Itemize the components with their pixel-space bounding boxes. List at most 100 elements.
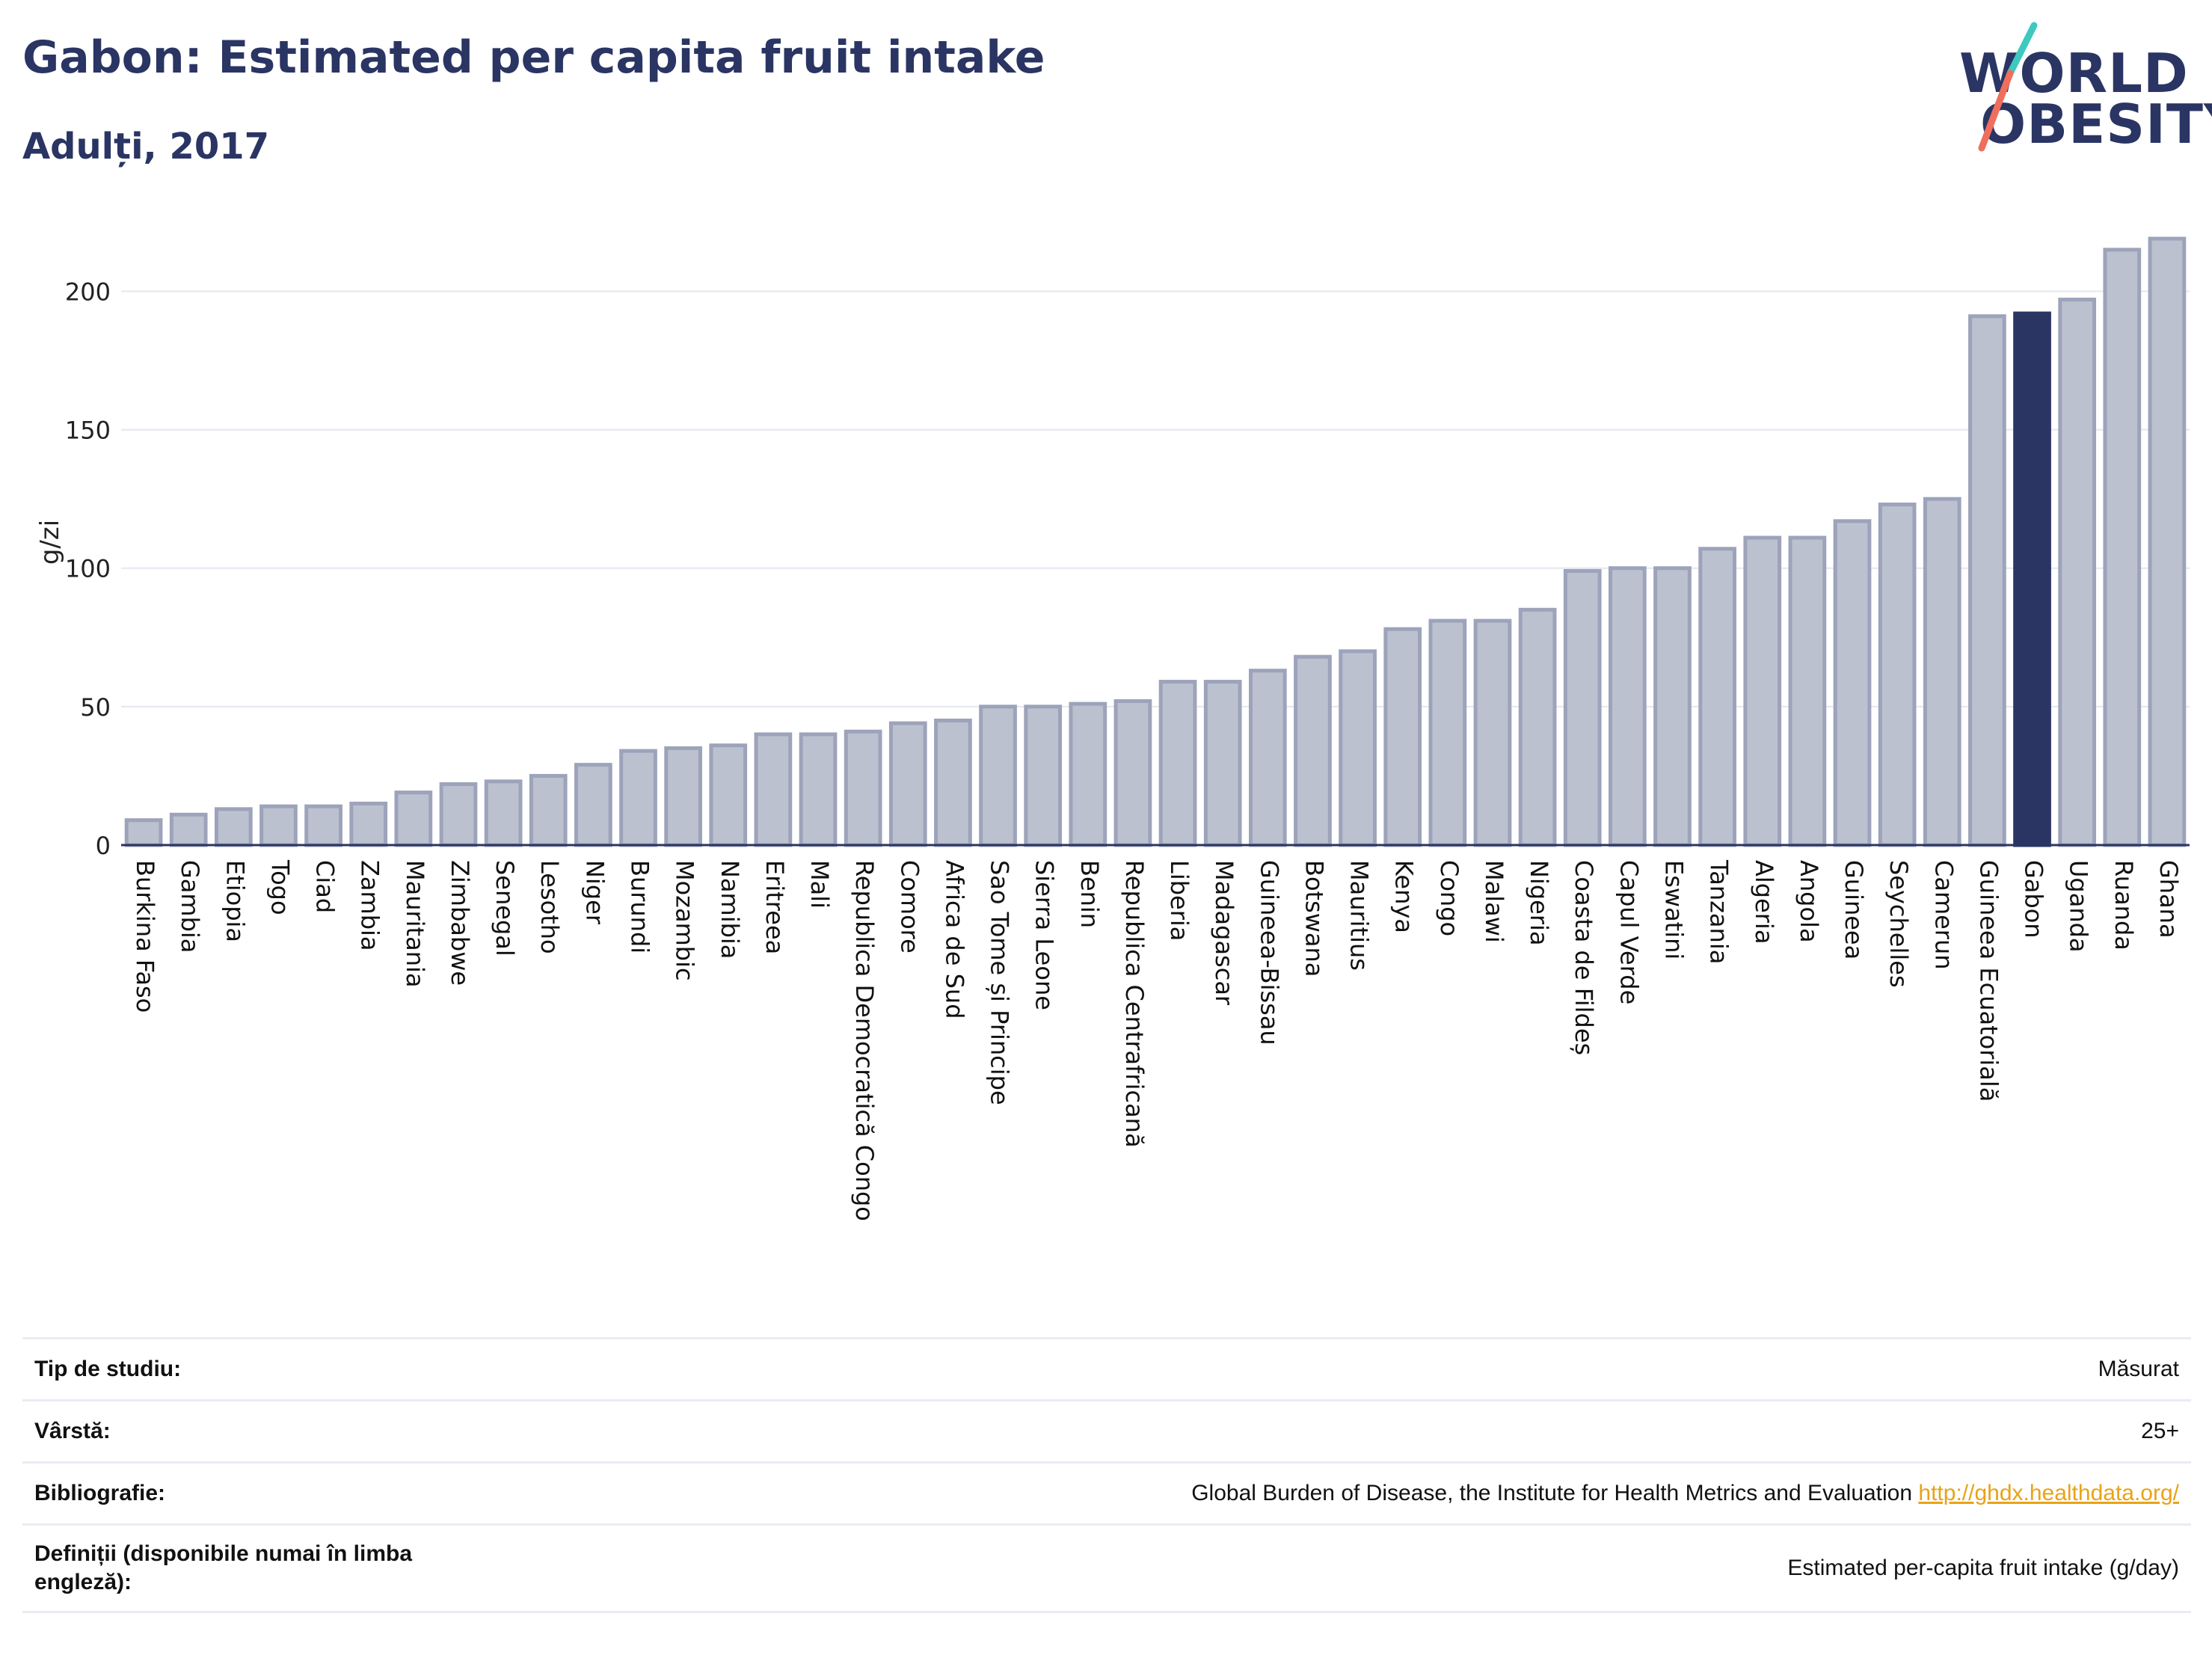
info-label: Vârstă:: [34, 1419, 111, 1443]
x-tick-label: Republica Democratică Congo: [850, 860, 879, 1221]
page-subtitle: Adulți, 2017: [22, 126, 270, 168]
x-tick-label: Nigeria: [1525, 860, 1553, 945]
x-tick-label: Liberia: [1165, 860, 1193, 941]
info-value: 25+: [2141, 1419, 2179, 1444]
x-tick-label: Ruanda: [2110, 860, 2138, 951]
bar: [619, 749, 657, 847]
source-link[interactable]: http://ghdx.healthdata.org/: [1918, 1481, 2179, 1505]
x-tick-label: Ghana: [2154, 860, 2183, 939]
bar: [124, 818, 163, 847]
world-obesity-logo: WORLD OBESITY: [1944, 21, 2212, 163]
x-tick-label: Senegal: [491, 860, 519, 957]
x-tick-label: Algeria: [1750, 860, 1778, 944]
bar: [1428, 618, 1467, 847]
bar: [2058, 298, 2097, 847]
bar: [484, 779, 523, 847]
x-tick-label: Comore: [895, 860, 924, 954]
bar: [844, 729, 882, 847]
info-value-text: 25+: [2141, 1419, 2179, 1443]
bar: [979, 704, 1017, 847]
x-tick-label: Namibia: [716, 860, 744, 959]
bar: [1968, 314, 2006, 847]
x-tick-label: Zimbabwe: [446, 860, 474, 986]
info-row: Tip de studiu: Măsurat: [22, 1337, 2191, 1399]
x-tick-label: Mauritania: [401, 860, 429, 987]
bar: [1383, 627, 1422, 847]
x-tick-label: Africa de Sud: [940, 860, 968, 1019]
x-tick-label: Burundi: [626, 860, 654, 954]
bar: [1203, 680, 1242, 847]
bar: [2103, 248, 2142, 847]
bar: [1024, 704, 1063, 847]
logo-slash-icon: [1978, 22, 2038, 152]
y-tick-label: 50: [80, 693, 111, 722]
x-tick-label: Congo: [1435, 860, 1463, 936]
y-tick-label: 200: [65, 277, 111, 306]
info-label: Definiții (disponibile numai în limba en…: [34, 1541, 413, 1594]
info-row: Definiții (disponibile numai în limba en…: [22, 1523, 2191, 1613]
x-tick-label: Kenya: [1390, 860, 1419, 933]
bar: [1113, 698, 1152, 847]
x-tick-label: Guineea: [1840, 860, 1868, 959]
info-value: Global Burden of Disease, the Institute …: [1191, 1481, 2179, 1506]
y-tick-label: 0: [96, 832, 111, 860]
x-tick-label: Gabon: [2020, 860, 2048, 939]
x-tick-label: Sao Tome și Principe: [986, 860, 1014, 1105]
info-value-text: Global Burden of Disease, the Institute …: [1191, 1481, 1913, 1505]
bar: [1878, 503, 1917, 847]
x-tick-label: Malawi: [1480, 860, 1508, 943]
bar: [934, 718, 972, 847]
x-tick-label: Capul Verde: [1615, 860, 1643, 1004]
x-tick-label: Niger: [580, 860, 609, 925]
bar: [1788, 535, 1827, 847]
bar: [574, 763, 612, 847]
x-tick-label: Etiopia: [221, 860, 249, 942]
bar: [1653, 566, 1692, 847]
bar: [214, 807, 253, 847]
bar: [394, 790, 433, 847]
page-title: Gabon: Estimated per capita fruit intake: [22, 31, 1045, 84]
info-label: Tip de studiu:: [34, 1357, 182, 1381]
y-axis-label: g/zi: [35, 520, 65, 565]
x-tick-label: Mauritius: [1345, 860, 1374, 971]
bar: [1158, 680, 1197, 847]
x-tick-label: Ciad: [311, 860, 340, 913]
info-table: Tip de studiu: Măsurat Vârstă: 25+ Bibliogra…: [22, 1337, 2191, 1613]
bar: [709, 743, 748, 847]
bar: [349, 801, 388, 847]
info-value-text: Măsurat: [2098, 1357, 2179, 1381]
x-tick-label: Eritreea: [761, 860, 789, 954]
bar: [439, 782, 478, 847]
bar: [1518, 607, 1557, 847]
x-tick-label: Tanzania: [1705, 859, 1733, 964]
info-row: Bibliografie: Global Burden of Disease, t…: [22, 1461, 2191, 1523]
bar: [1069, 701, 1107, 847]
bar: [1743, 535, 1782, 847]
bar: [1563, 568, 1602, 847]
info-label: Bibliografie:: [34, 1481, 166, 1505]
bar: [1833, 519, 1872, 847]
x-tick-label: Seychelles: [1884, 860, 1913, 988]
info-value: Măsurat: [2098, 1357, 2179, 1382]
x-tick-label: Zambia: [356, 860, 384, 951]
x-tick-label: Guineea-Bissau: [1255, 860, 1283, 1045]
bar: [1294, 654, 1332, 847]
bar: [888, 721, 927, 847]
x-tick-label: Burkina Faso: [131, 860, 159, 1013]
bar: [1698, 547, 1736, 847]
bar: [2013, 311, 2051, 847]
x-tick-label: Coasta de Fildeș: [1570, 860, 1598, 1055]
x-tick-label: Republica Centrafricană: [1120, 860, 1149, 1148]
bar: [169, 812, 208, 847]
x-tick-label: Madagascar: [1210, 860, 1238, 1006]
y-tick-label: 150: [65, 417, 111, 445]
x-tick-label: Benin: [1075, 860, 1104, 928]
x-tick-label: Botswana: [1300, 860, 1328, 977]
x-tick-label: Guineea Ecuatorială: [1974, 860, 2003, 1102]
info-row: Vârstă: 25+: [22, 1399, 2191, 1461]
bar: [664, 746, 702, 847]
bar: [1473, 618, 1512, 847]
x-tick-label: Uganda: [2065, 860, 2093, 953]
bar: [259, 804, 298, 847]
x-tick-label: Camerun: [1929, 860, 1958, 970]
